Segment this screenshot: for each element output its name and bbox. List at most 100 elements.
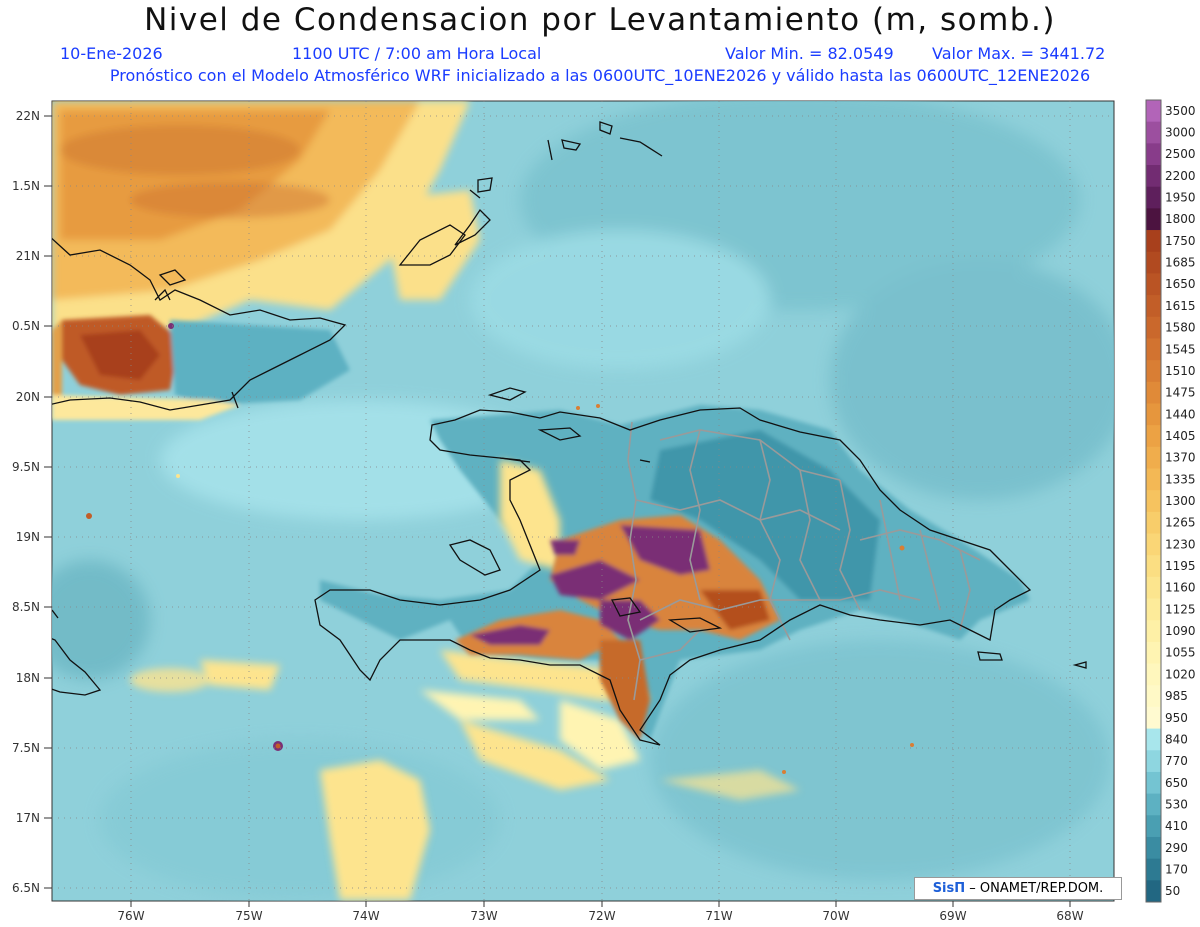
colorbar: 3500 3000 2500 2200 1950 1800 1750 1685 1650 1615…	[1145, 99, 1196, 903]
lat-labels: 22N 1.5N 21N 0.5N 20N 9.5N 19N 8.5N 18N …	[12, 109, 40, 895]
lon-label: 70W	[822, 909, 849, 923]
value-max: Valor Max. = 3441.72	[932, 44, 1106, 63]
colorbar-swatch	[1146, 555, 1161, 578]
colorbar-label: 50	[1165, 884, 1180, 898]
colorbar-swatch	[1146, 663, 1161, 686]
colorbar-swatch	[1146, 251, 1161, 274]
colorbar-label: 985	[1165, 689, 1188, 703]
lat-label: 21N	[16, 249, 40, 263]
colorbar-swatch	[1146, 100, 1161, 123]
colorbar-swatch	[1146, 576, 1161, 599]
lon-label: 76W	[117, 909, 144, 923]
colorbar-swatch	[1146, 836, 1161, 860]
colorbar-swatch	[1146, 641, 1161, 664]
colorbar-swatch	[1146, 728, 1161, 751]
colorbar-label: 650	[1165, 776, 1188, 790]
colorbar-swatch	[1146, 208, 1161, 231]
colorbar-swatch	[1146, 165, 1161, 188]
lat-label: 0.5N	[12, 319, 40, 333]
colorbar-swatch	[1146, 685, 1161, 708]
field-layer	[52, 101, 1114, 900]
colorbar-swatch	[1146, 490, 1161, 513]
colorbar-swatch	[1146, 815, 1161, 838]
colorbar-border	[1145, 99, 1162, 903]
colorbar-label: 1800	[1165, 212, 1196, 226]
colorbar-label: 1090	[1165, 624, 1196, 638]
colorbar-label: 3500	[1165, 104, 1196, 118]
colorbar-swatch	[1146, 230, 1161, 253]
colorbar-swatch	[1146, 295, 1161, 318]
colorbar-label: 1370	[1165, 451, 1196, 465]
colorbar-label: 1650	[1165, 277, 1196, 291]
lat-label: 19N	[16, 530, 40, 544]
colorbar-swatch	[1146, 121, 1161, 144]
colorbar-label: 1510	[1165, 364, 1196, 378]
colorbar-label: 1125	[1165, 602, 1196, 616]
lat-label: 6.5N	[12, 881, 40, 895]
colorbar-swatch	[1146, 381, 1161, 404]
lat-label: 8.5N	[12, 600, 40, 614]
colorbar-label: 840	[1165, 732, 1188, 746]
colorbar-swatch	[1146, 793, 1161, 816]
lon-label: 72W	[588, 909, 615, 923]
colorbar-label: 1405	[1165, 429, 1196, 443]
colorbar-swatch	[1146, 338, 1161, 361]
colorbar-label: 1685	[1165, 256, 1196, 270]
colorbar-swatch	[1146, 750, 1161, 773]
colorbar-label: 1300	[1165, 494, 1196, 508]
colorbar-label: 1440	[1165, 407, 1196, 421]
colorbar-label: 1950	[1165, 191, 1196, 205]
colorbar-swatch	[1146, 511, 1161, 534]
colorbar-label: 1750	[1165, 234, 1196, 248]
colorbar-label: 1475	[1165, 386, 1196, 400]
forecast-time: 1100 UTC / 7:00 am Hora Local	[292, 44, 542, 63]
lat-label: 7.5N	[12, 741, 40, 755]
colorbar-label: 1230	[1165, 537, 1196, 551]
province-borders	[627, 421, 981, 701]
colorbar-swatch	[1146, 425, 1161, 448]
colorbar-label: 170	[1165, 862, 1188, 876]
lon-label: 68W	[1056, 909, 1083, 923]
colorbar-label: 3000	[1165, 126, 1196, 140]
colorbar-label: 290	[1165, 841, 1188, 855]
lat-label: 9.5N	[12, 460, 40, 474]
lon-label: 73W	[470, 909, 497, 923]
colorbar-label: 1195	[1165, 559, 1196, 573]
colorbar-label: 1265	[1165, 516, 1196, 530]
lat-label: 22N	[16, 109, 40, 123]
colorbar-swatch	[1146, 858, 1161, 881]
lon-label: 74W	[352, 909, 379, 923]
colorbar-label: 770	[1165, 754, 1188, 768]
colorbar-swatch	[1146, 533, 1161, 556]
colorbar-swatch	[1146, 360, 1161, 383]
colorbar-label: 1580	[1165, 321, 1196, 335]
colorbar-label: 1615	[1165, 299, 1196, 313]
lon-label: 75W	[235, 909, 262, 923]
colorbar-label: 1020	[1165, 667, 1196, 681]
signature-text: – ONAMET/REP.DOM.	[969, 881, 1104, 896]
colorbar-label: 1545	[1165, 342, 1196, 356]
colorbar-label: 1335	[1165, 472, 1196, 486]
lat-label: 20N	[16, 390, 40, 404]
lon-labels: 76W 75W 74W 73W 72W 71W 70W 69W 68W	[117, 909, 1083, 923]
colorbar-swatch	[1146, 273, 1161, 296]
forecast-date: 10-Ene-2026	[60, 44, 163, 63]
colorbar-swatch	[1146, 880, 1161, 903]
signature-box: SisΠ – ONAMET/REP.DOM.	[914, 877, 1122, 900]
colorbar-label: 530	[1165, 797, 1188, 811]
coastlines	[52, 121, 1087, 746]
colorbar-label: 410	[1165, 819, 1188, 833]
colorbar-label: 950	[1165, 711, 1188, 725]
lat-label: 1.5N	[12, 179, 40, 193]
init-info: Pronóstico con el Modelo Atmosférico WRF…	[109, 66, 1091, 85]
colorbar-swatch	[1146, 468, 1161, 491]
lon-label: 71W	[705, 909, 732, 923]
colorbar-swatch	[1146, 598, 1161, 621]
colorbar-swatch	[1146, 706, 1161, 729]
colorbar-label: 2200	[1165, 169, 1196, 183]
colorbar-swatch	[1146, 771, 1161, 795]
colorbar-swatch	[1146, 143, 1161, 166]
colorbar-label: 1160	[1165, 581, 1196, 595]
map-graticule	[52, 101, 1114, 901]
lat-label: 18N	[16, 671, 40, 685]
